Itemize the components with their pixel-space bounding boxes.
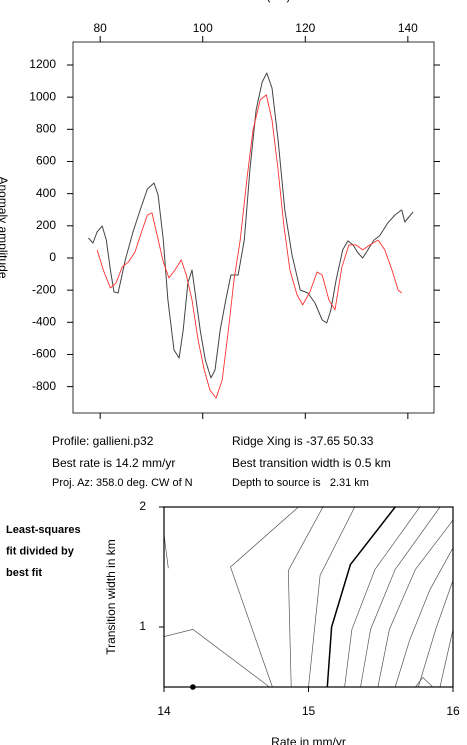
- contour-line: [163, 629, 270, 688]
- side-label: Least-squares: [6, 524, 81, 536]
- data-line: [88, 72, 414, 379]
- contour-line: [344, 506, 421, 688]
- contour-line: [377, 519, 454, 688]
- x-tick-label: 140: [398, 21, 418, 35]
- contour-line: [308, 506, 356, 688]
- x-tick-label: 80: [93, 21, 107, 35]
- contour-line: [287, 506, 324, 688]
- y-tick-label: 2: [139, 499, 146, 513]
- y-tick-label: -400: [32, 314, 56, 328]
- annotation: Ridge Xing is -37.65 50.33: [232, 434, 374, 448]
- y-tick-label: 1000: [29, 89, 56, 103]
- x-tick-label: 16: [446, 704, 460, 718]
- y-tick-label: -200: [32, 282, 56, 296]
- y-tick-label: 1200: [29, 57, 56, 71]
- annotation: Depth to source is 2.31 km: [232, 477, 369, 489]
- contour-line: [360, 506, 441, 688]
- contour-line: [163, 534, 169, 569]
- side-label: fit divided by: [6, 545, 75, 557]
- contour-line: [415, 676, 434, 688]
- x-tick-label: 100: [193, 21, 213, 35]
- contour-line: [326, 506, 396, 688]
- data-line: [96, 94, 402, 399]
- y-tick-label: -800: [32, 379, 56, 393]
- y-tick-label: 400: [36, 186, 56, 200]
- y-tick-label: 1: [139, 619, 146, 633]
- x-tick-label: 15: [302, 704, 316, 718]
- plot-frame: [72, 41, 435, 414]
- x-tick-label: 120: [295, 21, 315, 35]
- side-label: best fit: [6, 567, 42, 579]
- annotation: Profile: gallieni.p32: [52, 434, 154, 448]
- y-axis-label: Transition width in km: [104, 539, 118, 655]
- y-tick-label: -600: [32, 347, 56, 361]
- contour-line: [394, 547, 454, 688]
- contour-line: [417, 580, 454, 688]
- y-tick-label: 800: [36, 121, 56, 135]
- annotation: Best rate is 14.2 mm/yr: [52, 456, 175, 470]
- best-fit-point: [190, 684, 196, 690]
- contour-line: [230, 506, 299, 688]
- annotation: Best transition width is 0.5 km: [232, 456, 391, 470]
- y-tick-label: 600: [36, 154, 56, 168]
- x-axis-label: Rate in mm/yr: [271, 735, 346, 745]
- y-axis-label: Anomaly amplitude: [0, 176, 10, 278]
- contour-line: [439, 629, 454, 688]
- y-tick-label: 0: [49, 250, 56, 264]
- x-tick-label: 14: [157, 704, 171, 718]
- annotation: Proj. Az: 358.0 deg. CW of N: [52, 477, 193, 489]
- y-tick-label: 200: [36, 218, 56, 232]
- x-axis-label: Distance (km): [216, 0, 290, 3]
